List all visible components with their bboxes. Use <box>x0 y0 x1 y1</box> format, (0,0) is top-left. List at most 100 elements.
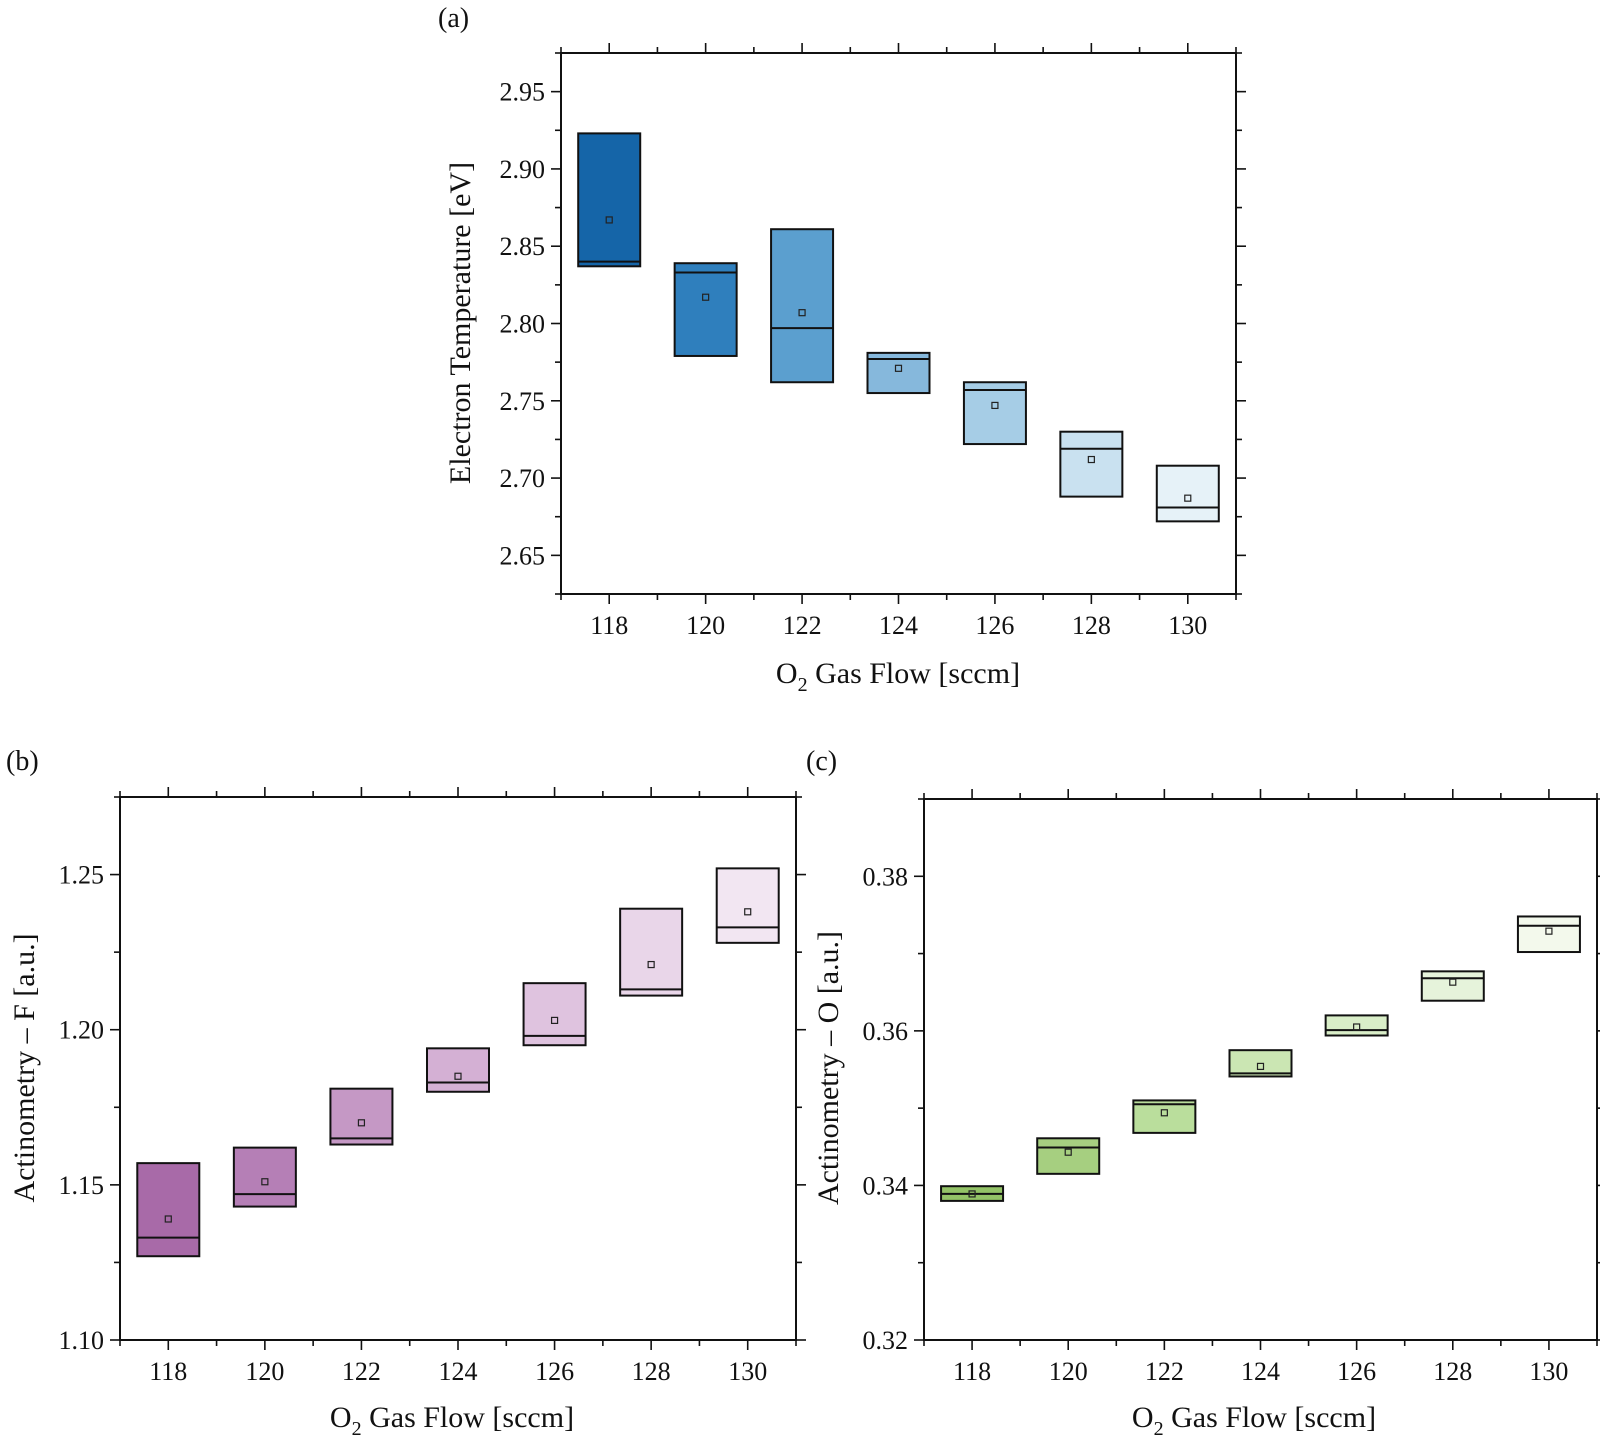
x-tick-label: 128 <box>1433 1357 1472 1386</box>
y-tick-label: 2.65 <box>500 541 546 570</box>
mean-marker-122 <box>357 1119 366 1127</box>
panel-a-plot-area <box>577 132 1220 523</box>
y-tick-label: 2.80 <box>500 310 546 339</box>
y-tick-label: 0.36 <box>863 1017 909 1046</box>
panel-b: (b) 1.101.151.201.25 118 120 122 124 126 128 1… <box>6 746 806 1440</box>
box-122 <box>770 228 835 384</box>
panel-a-x-axis-title: O2 Gas Flow [sccm] <box>776 657 1020 696</box>
mean-marker-118 <box>605 216 613 224</box>
x-tick-label: 124 <box>879 611 918 640</box>
panel-a-x-title-rest: Gas Flow [sccm] <box>808 657 1020 690</box>
y-tick-label: 0.32 <box>863 1326 909 1355</box>
panel-b-y-axis-title: Actinometry – F [a.u.] <box>8 933 41 1202</box>
mean-marker-124 <box>894 364 903 372</box>
panel-b-y-axis: 1.10 1.15 1.20 1.25 <box>59 796 806 1355</box>
panel-a-x-title-subscript: 2 <box>798 674 808 696</box>
y-tick-label: 1.25 <box>59 861 105 890</box>
panel-a-x-title-main: O <box>776 657 798 690</box>
panel-c-y-axis: 0.32 0.34 0.36 0.38 <box>863 798 1600 1355</box>
panel-c-plot-area <box>940 915 1581 1202</box>
x-tick-label: 124 <box>439 1357 478 1386</box>
panel-c-x-axis: 118 120 122 124 126 128 130 <box>923 789 1598 1386</box>
mean-marker-120 <box>261 1178 269 1186</box>
y-tick-label: 2.95 <box>500 78 546 107</box>
box-128 <box>1059 430 1124 498</box>
panel-b-x-axis: 118 120 122 124 126 128 130 <box>119 787 797 1386</box>
y-tick-label: 0.38 <box>863 862 909 891</box>
panel-a-y-axis-title: Electron Temperature [eV] <box>444 162 477 484</box>
x-tick-label: 118 <box>149 1357 187 1386</box>
panel-b-x-title-subscript: 2 <box>352 1418 362 1440</box>
mean-marker-124 <box>454 1072 462 1080</box>
y-tick-label: 1.15 <box>59 1171 105 1200</box>
panel-b-x-title-rest: Gas Flow [sccm] <box>362 1401 574 1434</box>
x-tick-label: 130 <box>728 1357 767 1386</box>
box-128 <box>1420 970 1485 1002</box>
panel-a-y-axis: 2.65 2.70 2.75 2.80 2.85 2.90 2.95 <box>500 52 1246 595</box>
x-tick-label: 122 <box>1145 1357 1184 1386</box>
mean-marker-120 <box>1064 1148 1072 1156</box>
panel-c-x-title-rest: Gas Flow [sccm] <box>1164 1401 1376 1434</box>
x-tick-label: 118 <box>590 611 628 640</box>
x-tick-label: 122 <box>342 1357 381 1386</box>
x-tick-label: 126 <box>535 1357 574 1386</box>
panel-c-x-title-main: O <box>1132 1401 1154 1434</box>
mean-marker-126 <box>550 1016 559 1025</box>
mean-marker-122 <box>798 309 806 317</box>
panel-b-plot-area <box>136 867 780 1258</box>
y-tick-label: 2.70 <box>500 464 546 493</box>
x-tick-label: 128 <box>632 1357 671 1386</box>
box-130 <box>715 867 780 944</box>
y-tick-label: 2.75 <box>500 387 546 416</box>
mean-marker-118 <box>968 1190 976 1198</box>
mean-marker-126 <box>1353 1023 1361 1031</box>
box-128 <box>619 907 684 997</box>
mean-marker-128 <box>1449 978 1457 986</box>
y-tick-label: 2.90 <box>500 155 546 184</box>
box-120 <box>673 262 738 357</box>
panel-a-label: (a) <box>438 3 469 34</box>
x-tick-label: 122 <box>783 611 822 640</box>
x-tick-label: 120 <box>245 1357 284 1386</box>
box-126 <box>1324 1014 1389 1037</box>
x-tick-label: 124 <box>1241 1357 1280 1386</box>
y-tick-label: 1.10 <box>59 1326 105 1355</box>
box-124 <box>426 1047 490 1093</box>
x-tick-label: 130 <box>1529 1357 1568 1386</box>
panel-c-label: (c) <box>806 746 837 777</box>
panel-c-x-title-subscript: 2 <box>1154 1418 1164 1440</box>
mean-marker-124 <box>1256 1062 1265 1071</box>
panel-b-x-title-main: O <box>330 1401 352 1434</box>
box-126 <box>962 381 1027 446</box>
panel-a: (a) 2.652.702.752.802.852.902.95 118 120 1… <box>438 3 1246 696</box>
panel-c-y-axis-title: Actinometry – O [a.u.] <box>812 931 845 1205</box>
panel-a-frame <box>560 52 1237 595</box>
x-tick-label: 120 <box>1049 1357 1088 1386</box>
box-122 <box>1132 1099 1197 1134</box>
box-120 <box>1036 1137 1101 1175</box>
mean-marker-126 <box>991 401 999 410</box>
mean-marker-122 <box>1160 1109 1168 1117</box>
panel-b-label: (b) <box>6 746 39 777</box>
mean-marker-130 <box>744 908 752 916</box>
panel-b-x-axis-title: O2 Gas Flow [sccm] <box>330 1401 574 1440</box>
box-120 <box>232 1146 297 1208</box>
box-126 <box>522 982 587 1047</box>
x-tick-label: 126 <box>1337 1357 1376 1386</box>
mean-marker-130 <box>1545 927 1553 935</box>
mean-marker-128 <box>1087 455 1095 464</box>
mean-marker-120 <box>702 293 710 301</box>
x-tick-label: 130 <box>1168 611 1207 640</box>
panel-c: (c) 0.320.340.360.38 118 120 122 124 126 128 1… <box>806 746 1600 1440</box>
x-tick-label: 118 <box>953 1357 991 1386</box>
x-tick-label: 128 <box>1072 611 1111 640</box>
panel-a-x-axis: 118 120 122 124 126 128 130 <box>560 43 1237 640</box>
x-tick-label: 120 <box>686 611 725 640</box>
box-118 <box>577 132 642 268</box>
box-130 <box>1155 464 1220 523</box>
mean-marker-118 <box>164 1215 172 1223</box>
mean-marker-130 <box>1184 494 1192 502</box>
mean-marker-128 <box>647 960 655 969</box>
x-tick-label: 126 <box>975 611 1014 640</box>
